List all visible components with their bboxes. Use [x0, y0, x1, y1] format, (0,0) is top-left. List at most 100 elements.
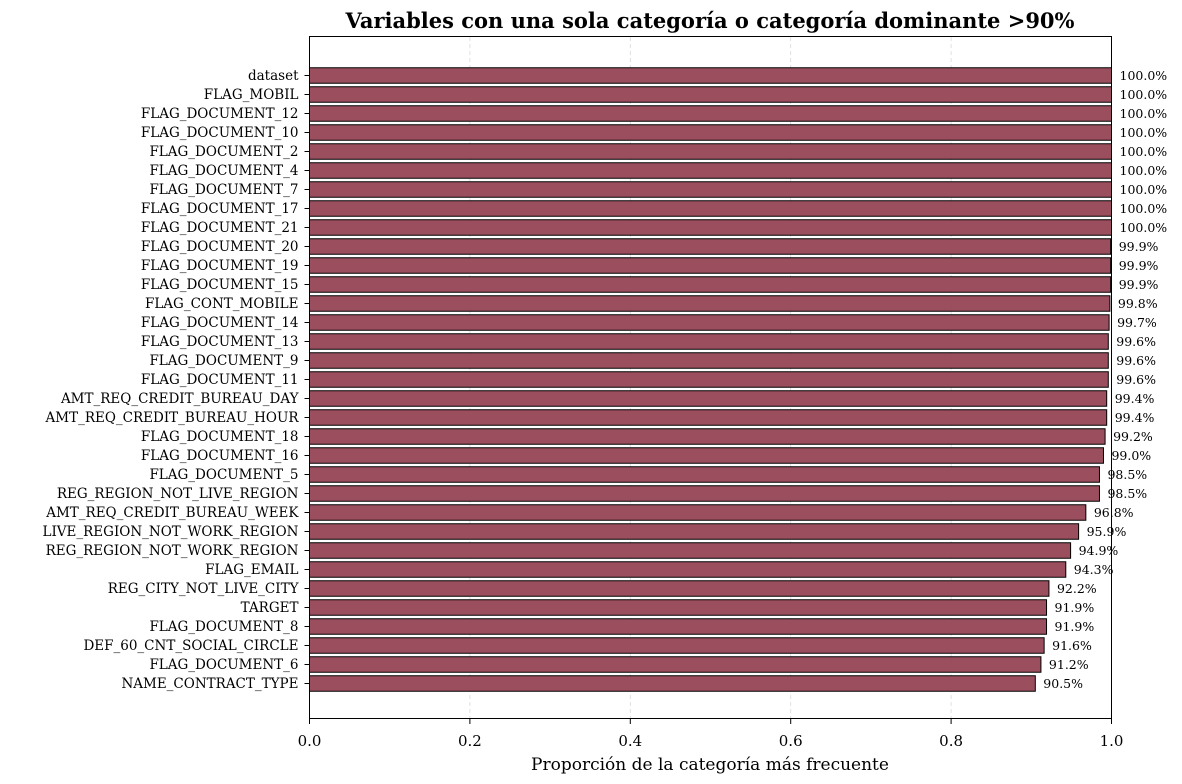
category-label: FLAG_DOCUMENT_13 — [141, 334, 299, 350]
category-label: DEF_60_CNT_SOCIAL_CIRCLE — [83, 638, 298, 654]
value-label: 100.0% — [1120, 220, 1168, 235]
bar — [309, 656, 1042, 673]
bar — [309, 200, 1112, 217]
bar — [309, 276, 1112, 293]
category-label: FLAG_CONT_MOBILE — [145, 296, 299, 312]
bar — [309, 181, 1112, 198]
value-label: 92.2% — [1057, 581, 1097, 596]
category-label: FLAG_DOCUMENT_12 — [141, 106, 299, 122]
plot-frame — [309, 36, 1112, 719]
value-label: 98.5% — [1107, 467, 1147, 482]
value-label: 91.9% — [1055, 619, 1095, 634]
x-tick-label: 0.2 — [458, 732, 482, 750]
category-label: FLAG_DOCUMENT_2 — [149, 144, 298, 160]
category-label: AMT_REQ_CREDIT_BUREAU_WEEK — [45, 505, 299, 521]
category-label: FLAG_DOCUMENT_8 — [149, 619, 298, 635]
value-label: 100.0% — [1120, 106, 1168, 121]
value-label: 99.6% — [1116, 372, 1156, 387]
value-label: 100.0% — [1120, 87, 1168, 102]
bar — [309, 580, 1050, 597]
x-tick-label: 1.0 — [1100, 732, 1124, 750]
bar — [309, 542, 1072, 559]
category-label: FLAG_DOCUMENT_18 — [141, 429, 299, 445]
value-label: 100.0% — [1120, 144, 1168, 159]
category-label: FLAG_DOCUMENT_5 — [149, 467, 298, 483]
category-label: FLAG_DOCUMENT_9 — [149, 353, 298, 369]
category-label: FLAG_MOBIL — [204, 87, 299, 103]
value-label: 91.6% — [1052, 638, 1092, 653]
value-label: 100.0% — [1120, 201, 1168, 216]
bar — [309, 124, 1112, 141]
value-label: 99.7% — [1117, 315, 1157, 330]
value-label: 96.8% — [1094, 505, 1134, 520]
value-label: 98.5% — [1107, 486, 1147, 501]
value-label: 94.3% — [1074, 562, 1114, 577]
bar — [309, 143, 1112, 160]
bars-layer: 100.0% 100.0% 100.0% 100.0% 100.0% 100.0% 100.… — [309, 67, 1168, 692]
value-label: 100.0% — [1120, 182, 1168, 197]
category-label: AMT_REQ_CREDIT_BUREAU_DAY — [60, 391, 300, 407]
bar — [309, 561, 1067, 578]
category-label: FLAG_EMAIL — [205, 562, 298, 578]
value-label: 91.9% — [1055, 600, 1095, 615]
bar — [309, 599, 1048, 616]
bar — [309, 466, 1100, 483]
value-label: 99.4% — [1115, 391, 1155, 406]
category-label: AMT_REQ_CREDIT_BUREAU_HOUR — [45, 410, 300, 426]
value-label: 99.6% — [1116, 353, 1156, 368]
bar — [309, 523, 1080, 540]
category-label: REG_REGION_NOT_WORK_REGION — [46, 543, 299, 559]
category-label: LIVE_REGION_NOT_WORK_REGION — [42, 524, 298, 540]
bar — [309, 67, 1112, 84]
value-label: 94.9% — [1079, 543, 1119, 558]
bar — [309, 314, 1110, 331]
value-label: 91.2% — [1049, 657, 1089, 672]
bar — [309, 352, 1109, 369]
value-label: 100.0% — [1120, 125, 1168, 140]
value-label: 90.5% — [1043, 676, 1083, 691]
category-label: TARGET — [241, 600, 299, 616]
x-tick-label: 0.0 — [298, 732, 322, 750]
category-label: FLAG_DOCUMENT_16 — [141, 448, 299, 464]
value-label: 100.0% — [1120, 163, 1168, 178]
chart-title: Variables con una sola categoría o categ… — [344, 8, 1074, 33]
bar — [309, 485, 1100, 502]
x-tick-label: 0.6 — [779, 732, 803, 750]
value-label: 99.9% — [1119, 277, 1159, 292]
category-label: FLAG_DOCUMENT_17 — [141, 201, 299, 217]
category-label: REG_REGION_NOT_LIVE_REGION — [57, 486, 299, 502]
category-label: FLAG_DOCUMENT_7 — [149, 182, 298, 198]
value-label: 99.9% — [1119, 258, 1159, 273]
x-tick-label: 0.8 — [939, 732, 963, 750]
value-label: 99.8% — [1118, 296, 1158, 311]
category-label: FLAG_DOCUMENT_11 — [141, 372, 299, 388]
bar — [309, 504, 1087, 521]
category-label: dataset — [248, 68, 299, 84]
value-label: 100.0% — [1120, 68, 1168, 83]
bar — [309, 371, 1109, 388]
x-tick-label: 0.4 — [618, 732, 642, 750]
category-label: FLAG_DOCUMENT_14 — [141, 315, 299, 331]
bar — [309, 618, 1048, 635]
value-label: 99.9% — [1119, 239, 1159, 254]
bar — [309, 447, 1104, 464]
category-label: REG_CITY_NOT_LIVE_CITY — [108, 581, 300, 597]
bar — [309, 428, 1106, 445]
x-axis: 0.0 0.2 0.4 0.6 0.8 1.0 dataset FLAG_MOBIL FLAG_… — [42, 68, 1123, 750]
bar — [309, 257, 1112, 274]
value-label: 95.9% — [1087, 524, 1127, 539]
bar — [309, 86, 1112, 103]
bar — [309, 238, 1112, 255]
bar — [309, 219, 1112, 236]
x-axis-label: Proporción de la categoría más frecuente — [531, 755, 889, 775]
category-label: NAME_CONTRACT_TYPE — [121, 676, 298, 692]
value-label: 99.2% — [1113, 429, 1153, 444]
category-label: FLAG_DOCUMENT_4 — [149, 163, 298, 179]
bar — [309, 390, 1108, 407]
category-label: FLAG_DOCUMENT_15 — [141, 277, 299, 293]
value-label: 99.0% — [1111, 448, 1151, 463]
bar — [309, 637, 1045, 654]
bar — [309, 162, 1112, 179]
category-label: FLAG_DOCUMENT_20 — [141, 239, 299, 255]
